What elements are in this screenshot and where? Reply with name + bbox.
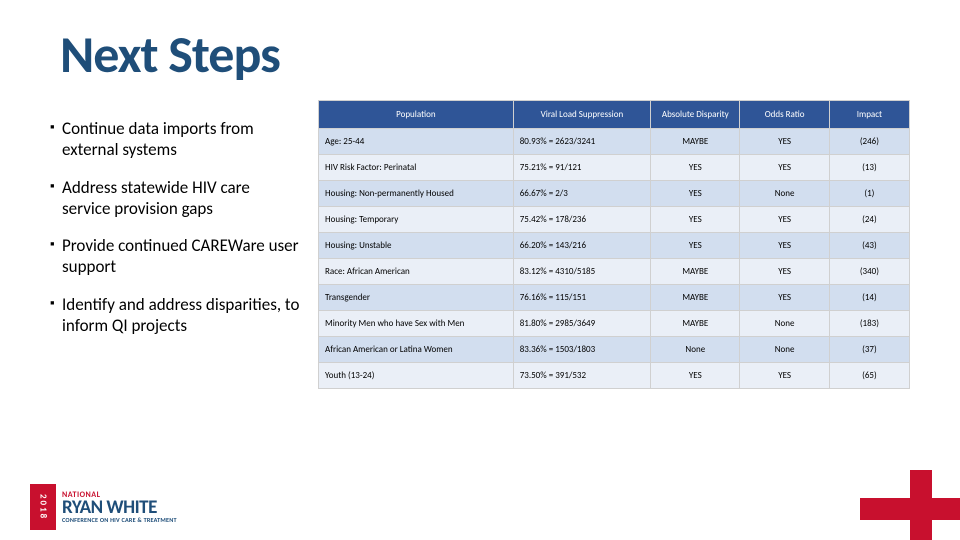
td-vls: 73.50% = 391/532 [513, 363, 650, 389]
td-impact: (43) [829, 233, 909, 259]
td-disparity: YES [651, 363, 740, 389]
td-disparity: MAYBE [651, 311, 740, 337]
logo-year-badge: 2018 [30, 484, 56, 530]
td-disparity: MAYBE [651, 129, 740, 155]
th-odds: Odds Ratio [740, 101, 829, 129]
th-vls: Viral Load Suppression [513, 101, 650, 129]
td-population: Transgender [319, 285, 514, 311]
logo-text-block: NATIONAL RYAN WHITE CONFERENCE ON HIV CA… [62, 491, 177, 523]
td-odds: YES [740, 207, 829, 233]
td-odds: YES [740, 285, 829, 311]
td-disparity: YES [651, 155, 740, 181]
td-population: HIV Risk Factor: Perinatal [319, 155, 514, 181]
bullet-item: Identify and address disparities, to inf… [60, 294, 300, 337]
td-vls: 66.67% = 2/3 [513, 181, 650, 207]
td-odds: YES [740, 259, 829, 285]
table-head: Population Viral Load Suppression Absolu… [319, 101, 910, 129]
td-vls: 66.20% = 143/216 [513, 233, 650, 259]
bullet-list: Continue data imports from external syst… [60, 100, 300, 389]
td-odds: None [740, 181, 829, 207]
table-row: Race: African American83.12% = 4310/5185… [319, 259, 910, 285]
td-vls: 81.80% = 2985/3649 [513, 311, 650, 337]
td-disparity: YES [651, 181, 740, 207]
table-row: Housing: Non-permanently Housed66.67% = … [319, 181, 910, 207]
td-population: Minority Men who have Sex with Men [319, 311, 514, 337]
td-vls: 80.93% = 2623/3241 [513, 129, 650, 155]
td-impact: (13) [829, 155, 909, 181]
td-vls: 75.21% = 91/121 [513, 155, 650, 181]
content-row: Continue data imports from external syst… [60, 100, 910, 389]
td-odds: None [740, 337, 829, 363]
td-population: Housing: Non-permanently Housed [319, 181, 514, 207]
table-row: Housing: Unstable66.20% = 143/216YESYES(… [319, 233, 910, 259]
td-disparity: MAYBE [651, 259, 740, 285]
td-impact: (246) [829, 129, 909, 155]
td-disparity: None [651, 337, 740, 363]
corner-v-bar [910, 470, 932, 540]
th-population: Population [319, 101, 514, 129]
bullet-item: Continue data imports from external syst… [60, 118, 300, 161]
bullet-item: Provide continued CAREWare user support [60, 235, 300, 278]
td-impact: (37) [829, 337, 909, 363]
data-table: Population Viral Load Suppression Absolu… [318, 100, 910, 389]
slide: Next Steps Continue data imports from ex… [0, 0, 960, 540]
table-row: Housing: Temporary75.42% = 178/236YESYES… [319, 207, 910, 233]
table-body: Age: 25-4480.93% = 2623/3241MAYBEYES(246… [319, 129, 910, 389]
td-odds: YES [740, 233, 829, 259]
td-impact: (340) [829, 259, 909, 285]
td-population: Age: 25-44 [319, 129, 514, 155]
table-row: Transgender76.16% = 115/151MAYBEYES(14) [319, 285, 910, 311]
td-population: Housing: Unstable [319, 233, 514, 259]
td-population: Youth (13-24) [319, 363, 514, 389]
td-population: Housing: Temporary [319, 207, 514, 233]
logo-main: RYAN WHITE [62, 499, 177, 517]
logo-sub: CONFERENCE ON HIV CARE & TREATMENT [62, 517, 177, 523]
td-disparity: YES [651, 207, 740, 233]
slide-title: Next Steps [60, 22, 910, 86]
td-vls: 76.16% = 115/151 [513, 285, 650, 311]
table-row: Minority Men who have Sex with Men81.80%… [319, 311, 910, 337]
td-odds: YES [740, 129, 829, 155]
td-impact: (183) [829, 311, 909, 337]
th-disparity: Absolute Disparity [651, 101, 740, 129]
table-header-row: Population Viral Load Suppression Absolu… [319, 101, 910, 129]
td-vls: 75.42% = 178/236 [513, 207, 650, 233]
td-disparity: MAYBE [651, 285, 740, 311]
td-odds: YES [740, 363, 829, 389]
td-odds: None [740, 311, 829, 337]
table-row: HIV Risk Factor: Perinatal75.21% = 91/12… [319, 155, 910, 181]
td-vls: 83.12% = 4310/5185 [513, 259, 650, 285]
td-impact: (14) [829, 285, 909, 311]
td-population: African American or Latina Women [319, 337, 514, 363]
table-row: African American or Latina Women83.36% =… [319, 337, 910, 363]
th-impact: Impact [829, 101, 909, 129]
table-row: Youth (13-24)73.50% = 391/532YESYES(65) [319, 363, 910, 389]
td-vls: 83.36% = 1503/1803 [513, 337, 650, 363]
td-impact: (24) [829, 207, 909, 233]
td-population: Race: African American [319, 259, 514, 285]
footer: 2018 NATIONAL RYAN WHITE CONFERENCE ON H… [0, 478, 960, 540]
conference-logo: 2018 NATIONAL RYAN WHITE CONFERENCE ON H… [30, 482, 250, 532]
td-impact: (65) [829, 363, 909, 389]
corner-graphic [850, 460, 960, 540]
td-impact: (1) [829, 181, 909, 207]
table-row: Age: 25-4480.93% = 2623/3241MAYBEYES(246… [319, 129, 910, 155]
td-disparity: YES [651, 233, 740, 259]
data-table-wrap: Population Viral Load Suppression Absolu… [318, 100, 910, 389]
bullet-item: Address statewide HIV care service provi… [60, 177, 300, 220]
td-odds: YES [740, 155, 829, 181]
